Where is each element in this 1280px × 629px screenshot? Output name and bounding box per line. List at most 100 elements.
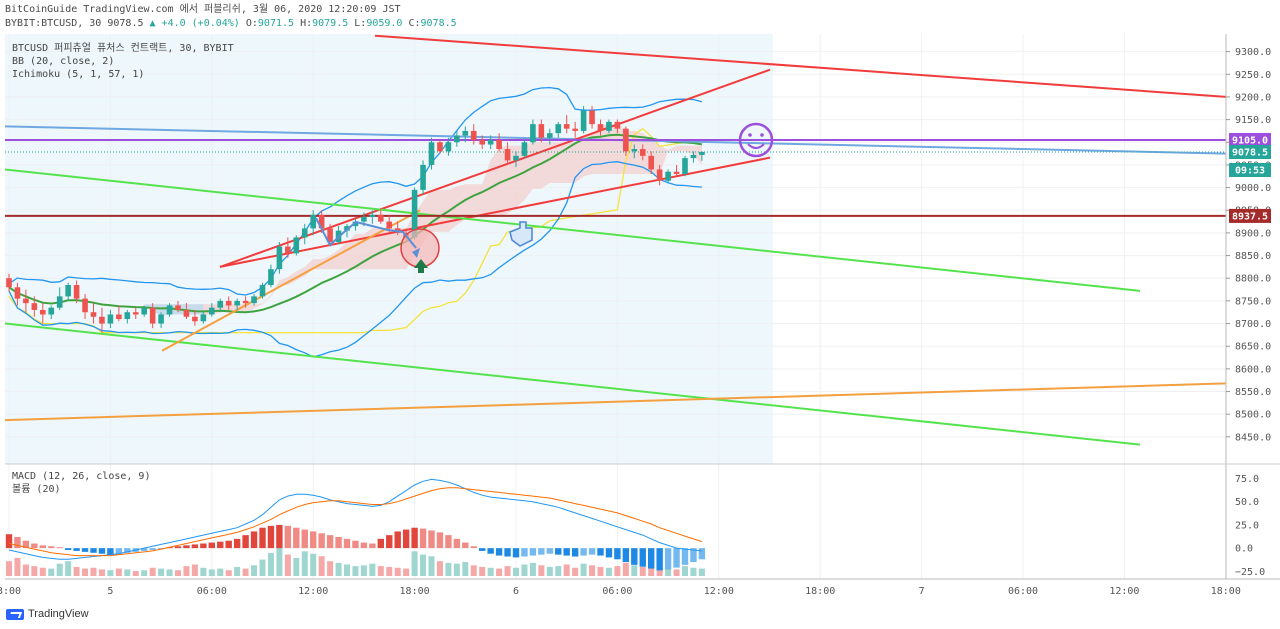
volume-bar	[344, 564, 350, 576]
macd-histogram-bar	[470, 546, 477, 549]
candle-body	[234, 300, 240, 306]
macd-histogram-bar	[631, 548, 638, 565]
volume-bar	[555, 566, 562, 576]
legend-ichimoku[interactable]: Ichimoku (5, 1, 57, 1)	[12, 69, 145, 80]
candle-body	[606, 121, 612, 131]
macd-histogram-bar	[622, 548, 630, 563]
macd-histogram-bar	[411, 527, 418, 549]
candle-body	[116, 314, 122, 320]
candle-body	[132, 312, 139, 315]
price-tick-label: 8550.0	[1235, 387, 1271, 398]
volume-bar	[158, 568, 165, 576]
macd-tick-label: 50.0	[1235, 497, 1259, 508]
macd-axis: 75.0 50.0 25.0 0.0 −25.0	[1235, 474, 1265, 578]
price-tick-label: 8850.0	[1235, 251, 1271, 262]
smiley-eye-right	[760, 133, 764, 137]
volume-bar	[217, 568, 224, 576]
volume-bar	[360, 565, 367, 576]
high-value: 9079.5	[312, 18, 349, 29]
price-tick-label: 8900.0	[1235, 228, 1271, 239]
time-tick-label: 3:00	[0, 586, 21, 597]
tradingview-logo[interactable]: TradingView	[6, 608, 89, 620]
volume-bar	[470, 565, 477, 576]
macd-histogram-bar	[479, 548, 486, 551]
candle-body	[462, 130, 469, 136]
volume-bar	[479, 566, 486, 576]
macd-histogram-bar	[394, 531, 401, 549]
candle-body	[82, 298, 88, 313]
time-tick-label: 06:00	[602, 586, 632, 597]
price-tick-label: 9300.0	[1235, 47, 1271, 58]
low-value: 9059.0	[366, 18, 403, 29]
macd-histogram-bar	[318, 533, 325, 549]
candle-body	[327, 228, 333, 242]
volume-bar	[462, 562, 469, 576]
volume-bar	[276, 548, 283, 576]
volume-bar	[191, 564, 198, 576]
candle-body	[504, 149, 511, 161]
macd-histogram-bar	[580, 548, 587, 556]
close-value: 9078.5	[420, 18, 457, 29]
macd-histogram-bar	[64, 548, 72, 550]
candle-body	[107, 314, 114, 324]
volume-bar	[504, 566, 511, 576]
volume-bar	[453, 563, 460, 576]
macd-histogram-bar	[14, 537, 21, 549]
macd-histogram-bar	[419, 528, 427, 549]
bb-upper-band	[8, 86, 703, 296]
macd-histogram-bar	[225, 540, 232, 549]
legend-symbol[interactable]: BTCUSD 퍼피츄얼 퓨처스 컨트랙트, 30, BYBIT	[12, 43, 234, 54]
volume-bar	[665, 568, 672, 576]
macd-histogram-bar	[191, 544, 199, 549]
volume-bar	[39, 567, 46, 576]
candle-body	[65, 285, 71, 297]
price-tick-label: 9000.0	[1235, 183, 1271, 194]
open-value: 9071.5	[257, 18, 295, 29]
volume-bar	[166, 569, 173, 576]
legend-bb[interactable]: BB (20, close, 2)	[12, 56, 115, 67]
candle-body	[90, 312, 97, 317]
candle-body	[192, 316, 198, 322]
price-marker-label: 9105.0	[1232, 135, 1268, 146]
bb-lower-band	[8, 161, 702, 358]
macd-tick-label: 0.0	[1235, 544, 1253, 555]
volume-bar	[352, 566, 359, 576]
volume-bar	[639, 566, 646, 576]
volume-bar	[284, 554, 291, 576]
time-axis[interactable]: 3:00 5 06:00 12:00 18:00 6 06:00 12:00 18:00 7 06:…	[0, 586, 1241, 597]
price-marker-box	[1229, 208, 1271, 223]
candle-body	[445, 142, 452, 152]
legend-volume[interactable]: 볼륨 (20)	[12, 484, 61, 495]
candle-body	[318, 214, 325, 229]
macd-histogram-bar	[166, 547, 173, 549]
volume-bar	[614, 566, 621, 576]
volume-bar	[521, 564, 528, 576]
macd-histogram-bar	[360, 542, 368, 549]
symbol-label: BYBIT:BTCUSD, 30	[5, 18, 102, 29]
price-axis[interactable]: 9300.09250.09200.09150.09100.09050.09000…	[1226, 47, 1271, 443]
volume-bar	[225, 570, 232, 576]
time-tick-label: 6	[513, 586, 519, 597]
volume-bar	[529, 562, 536, 576]
horizontal-levels	[5, 138, 1226, 217]
candle-body	[361, 217, 367, 222]
volume-bar	[22, 564, 29, 576]
legend-macd[interactable]: MACD (12, 26, close, 9)	[12, 471, 151, 482]
volume-bar	[631, 565, 638, 576]
macd-histogram-bar	[48, 546, 55, 549]
price-tick-label: 8750.0	[1235, 296, 1271, 307]
time-tick-label: 5	[107, 586, 113, 597]
volume-bar	[597, 566, 604, 576]
macd-histogram-bar	[538, 548, 545, 555]
macd-histogram-bar	[259, 527, 266, 549]
volume-bar	[293, 557, 300, 576]
candle-body	[496, 139, 502, 150]
trendline-orange-long	[4, 382, 1227, 422]
volume-bar	[301, 551, 308, 576]
high-label: H:	[300, 18, 313, 29]
candle-body	[225, 300, 232, 306]
macd-histogram-bar	[690, 548, 697, 563]
indicator-legend: BTCUSD 퍼피츄얼 퓨처스 컨트랙트, 30, BYBIT BB (20, …	[12, 42, 234, 81]
volume-bar	[420, 554, 427, 576]
